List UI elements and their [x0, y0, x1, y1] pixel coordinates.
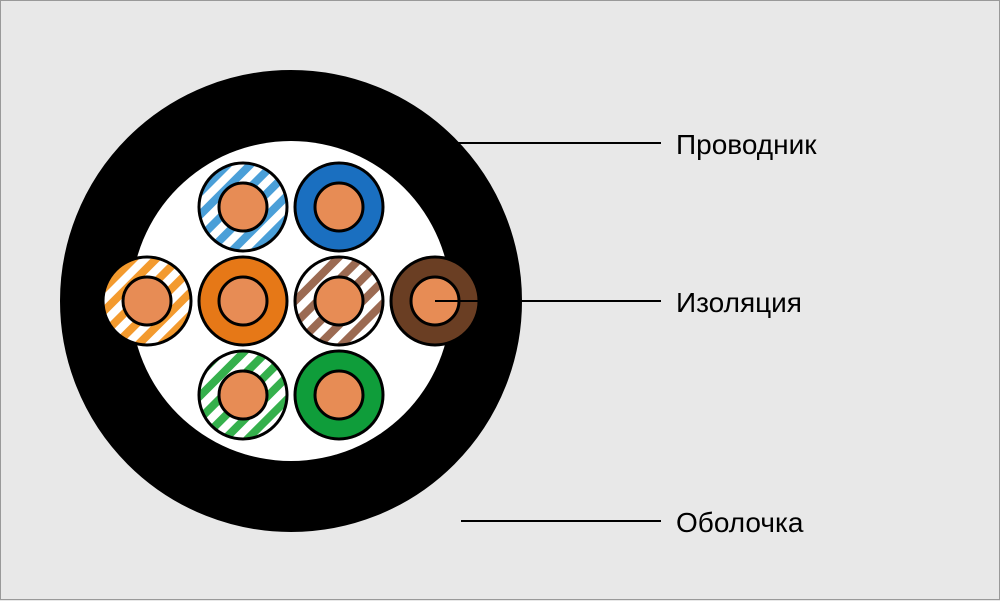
conductor-green-stripe: [199, 351, 287, 439]
conductor-orange-stripe: [103, 257, 191, 345]
label-conductor: Проводник: [676, 129, 816, 161]
leader-line-jacket: [461, 520, 661, 522]
conductor-orange-solid: [199, 257, 287, 345]
conductor-brown-stripe: [295, 257, 383, 345]
conductor-blue-stripe: [199, 163, 287, 251]
leader-line-insulation: [435, 300, 661, 302]
label-insulation: Изоляция: [676, 287, 802, 319]
leader-line-conductor: [339, 142, 661, 144]
conductor-blue-solid: [295, 163, 383, 251]
conductor-green-solid: [295, 351, 383, 439]
label-jacket: Оболочка: [676, 507, 803, 539]
cable-cross-section-diagram: Проводник Изоляция Оболочка: [1, 1, 999, 599]
